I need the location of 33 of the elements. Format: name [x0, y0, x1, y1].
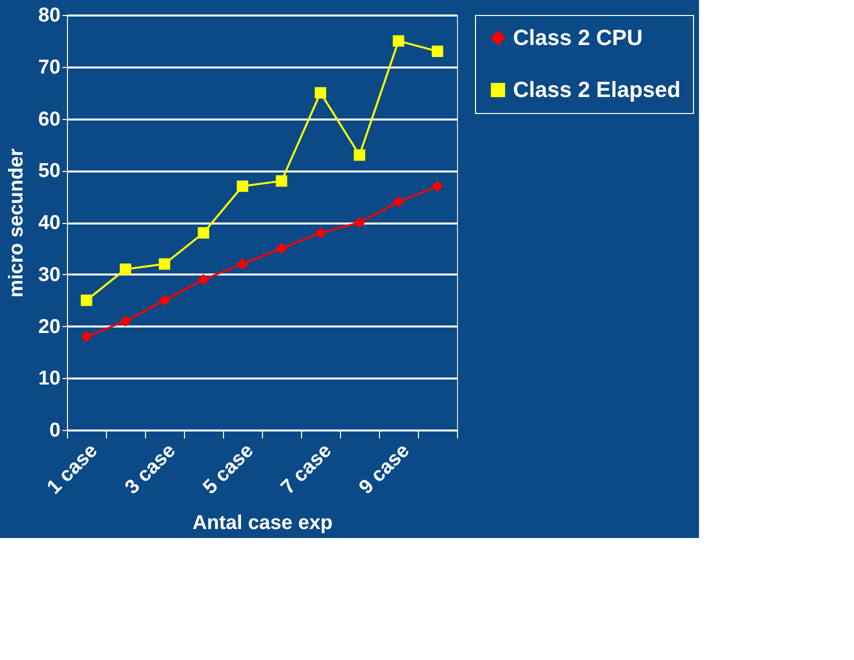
y-tick-label: 60	[38, 108, 60, 130]
y-tick-label: 30	[38, 264, 60, 286]
point	[80, 294, 92, 306]
point	[432, 180, 444, 192]
point	[158, 258, 170, 270]
point	[80, 330, 92, 342]
point	[120, 315, 132, 327]
point	[354, 149, 366, 161]
point	[276, 175, 288, 187]
y-axis-title: micro secunder	[5, 148, 28, 298]
point	[120, 263, 132, 275]
point	[432, 46, 444, 58]
point	[236, 180, 248, 192]
point	[314, 227, 326, 239]
point	[392, 196, 404, 208]
y-tick-label: 70	[38, 56, 60, 78]
point	[236, 258, 248, 270]
legend-label: Class 2 CPU	[513, 25, 643, 50]
point	[198, 274, 210, 286]
y-tick-label: 0	[49, 420, 60, 442]
y-tick-label: 40	[38, 212, 60, 234]
x-axis-title: Antal case exp	[192, 512, 333, 534]
point	[392, 35, 404, 47]
point	[314, 87, 326, 99]
point	[276, 242, 288, 254]
y-tick-label: 20	[38, 316, 60, 338]
y-tick-label: 50	[38, 160, 60, 182]
point	[158, 294, 170, 306]
y-tick-label: 80	[38, 4, 60, 26]
y-tick-label: 10	[38, 368, 60, 390]
point	[198, 227, 210, 239]
legend-label: Class 2 Elapsed	[513, 77, 681, 102]
point	[354, 216, 366, 228]
